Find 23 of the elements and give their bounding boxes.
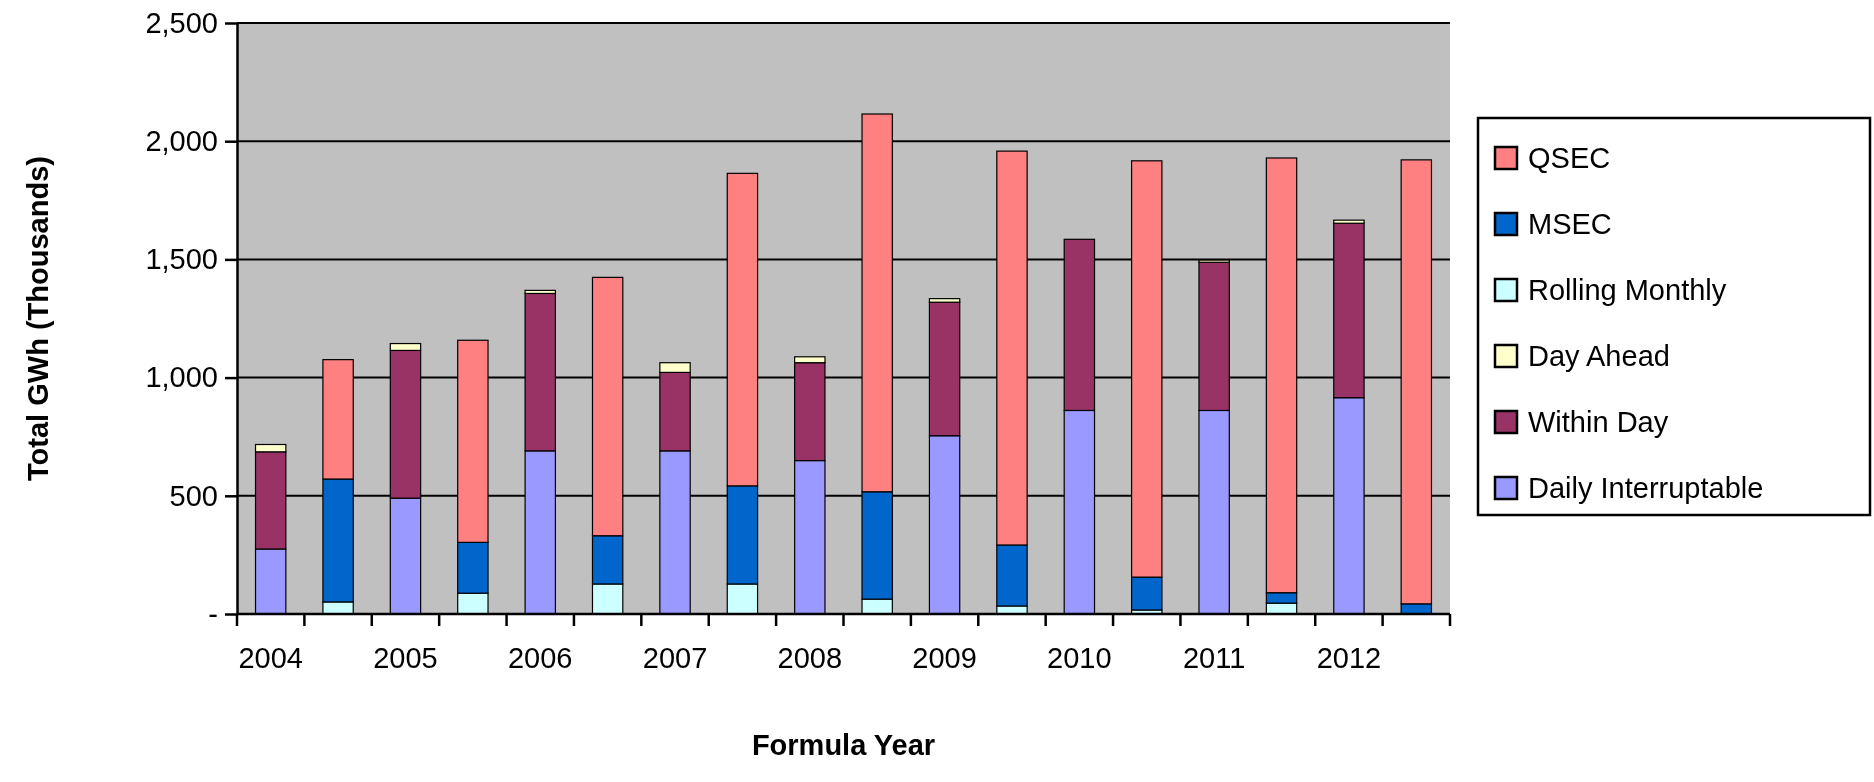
legend-label: Daily Interruptable bbox=[1528, 472, 1764, 504]
x-tick-label: 2012 bbox=[1316, 642, 1382, 674]
x-tick-label: 2009 bbox=[912, 642, 977, 674]
y-tick-label: 2,500 bbox=[145, 6, 218, 39]
y-tick-label: 1,000 bbox=[145, 361, 218, 394]
x-tick-label: 2006 bbox=[507, 642, 573, 674]
y-tick-label: 2,000 bbox=[145, 124, 218, 157]
x-tick-label: 2010 bbox=[1047, 642, 1112, 674]
legend-label: Rolling Monthly bbox=[1528, 274, 1727, 306]
y-tick-label: - bbox=[208, 597, 218, 630]
y-tick-label: 1,500 bbox=[145, 243, 218, 276]
legend-label: MSEC bbox=[1528, 208, 1612, 240]
legend-label: Day Ahead bbox=[1528, 340, 1670, 372]
x-tick-label: 2007 bbox=[642, 642, 708, 674]
legend-label: Within Day bbox=[1528, 406, 1669, 438]
x-tick-label: 2011 bbox=[1182, 642, 1246, 674]
x-tick-label: 2004 bbox=[238, 642, 303, 674]
legend-label: QSEC bbox=[1528, 142, 1611, 174]
x-tick-label: 2008 bbox=[777, 642, 843, 674]
x-axis-title: Formula Year bbox=[751, 729, 936, 761]
x-tick-label: 2005 bbox=[373, 642, 438, 674]
y-tick-label: 500 bbox=[169, 479, 218, 512]
y-axis-title: Total GWh (Thousands) bbox=[22, 156, 54, 481]
